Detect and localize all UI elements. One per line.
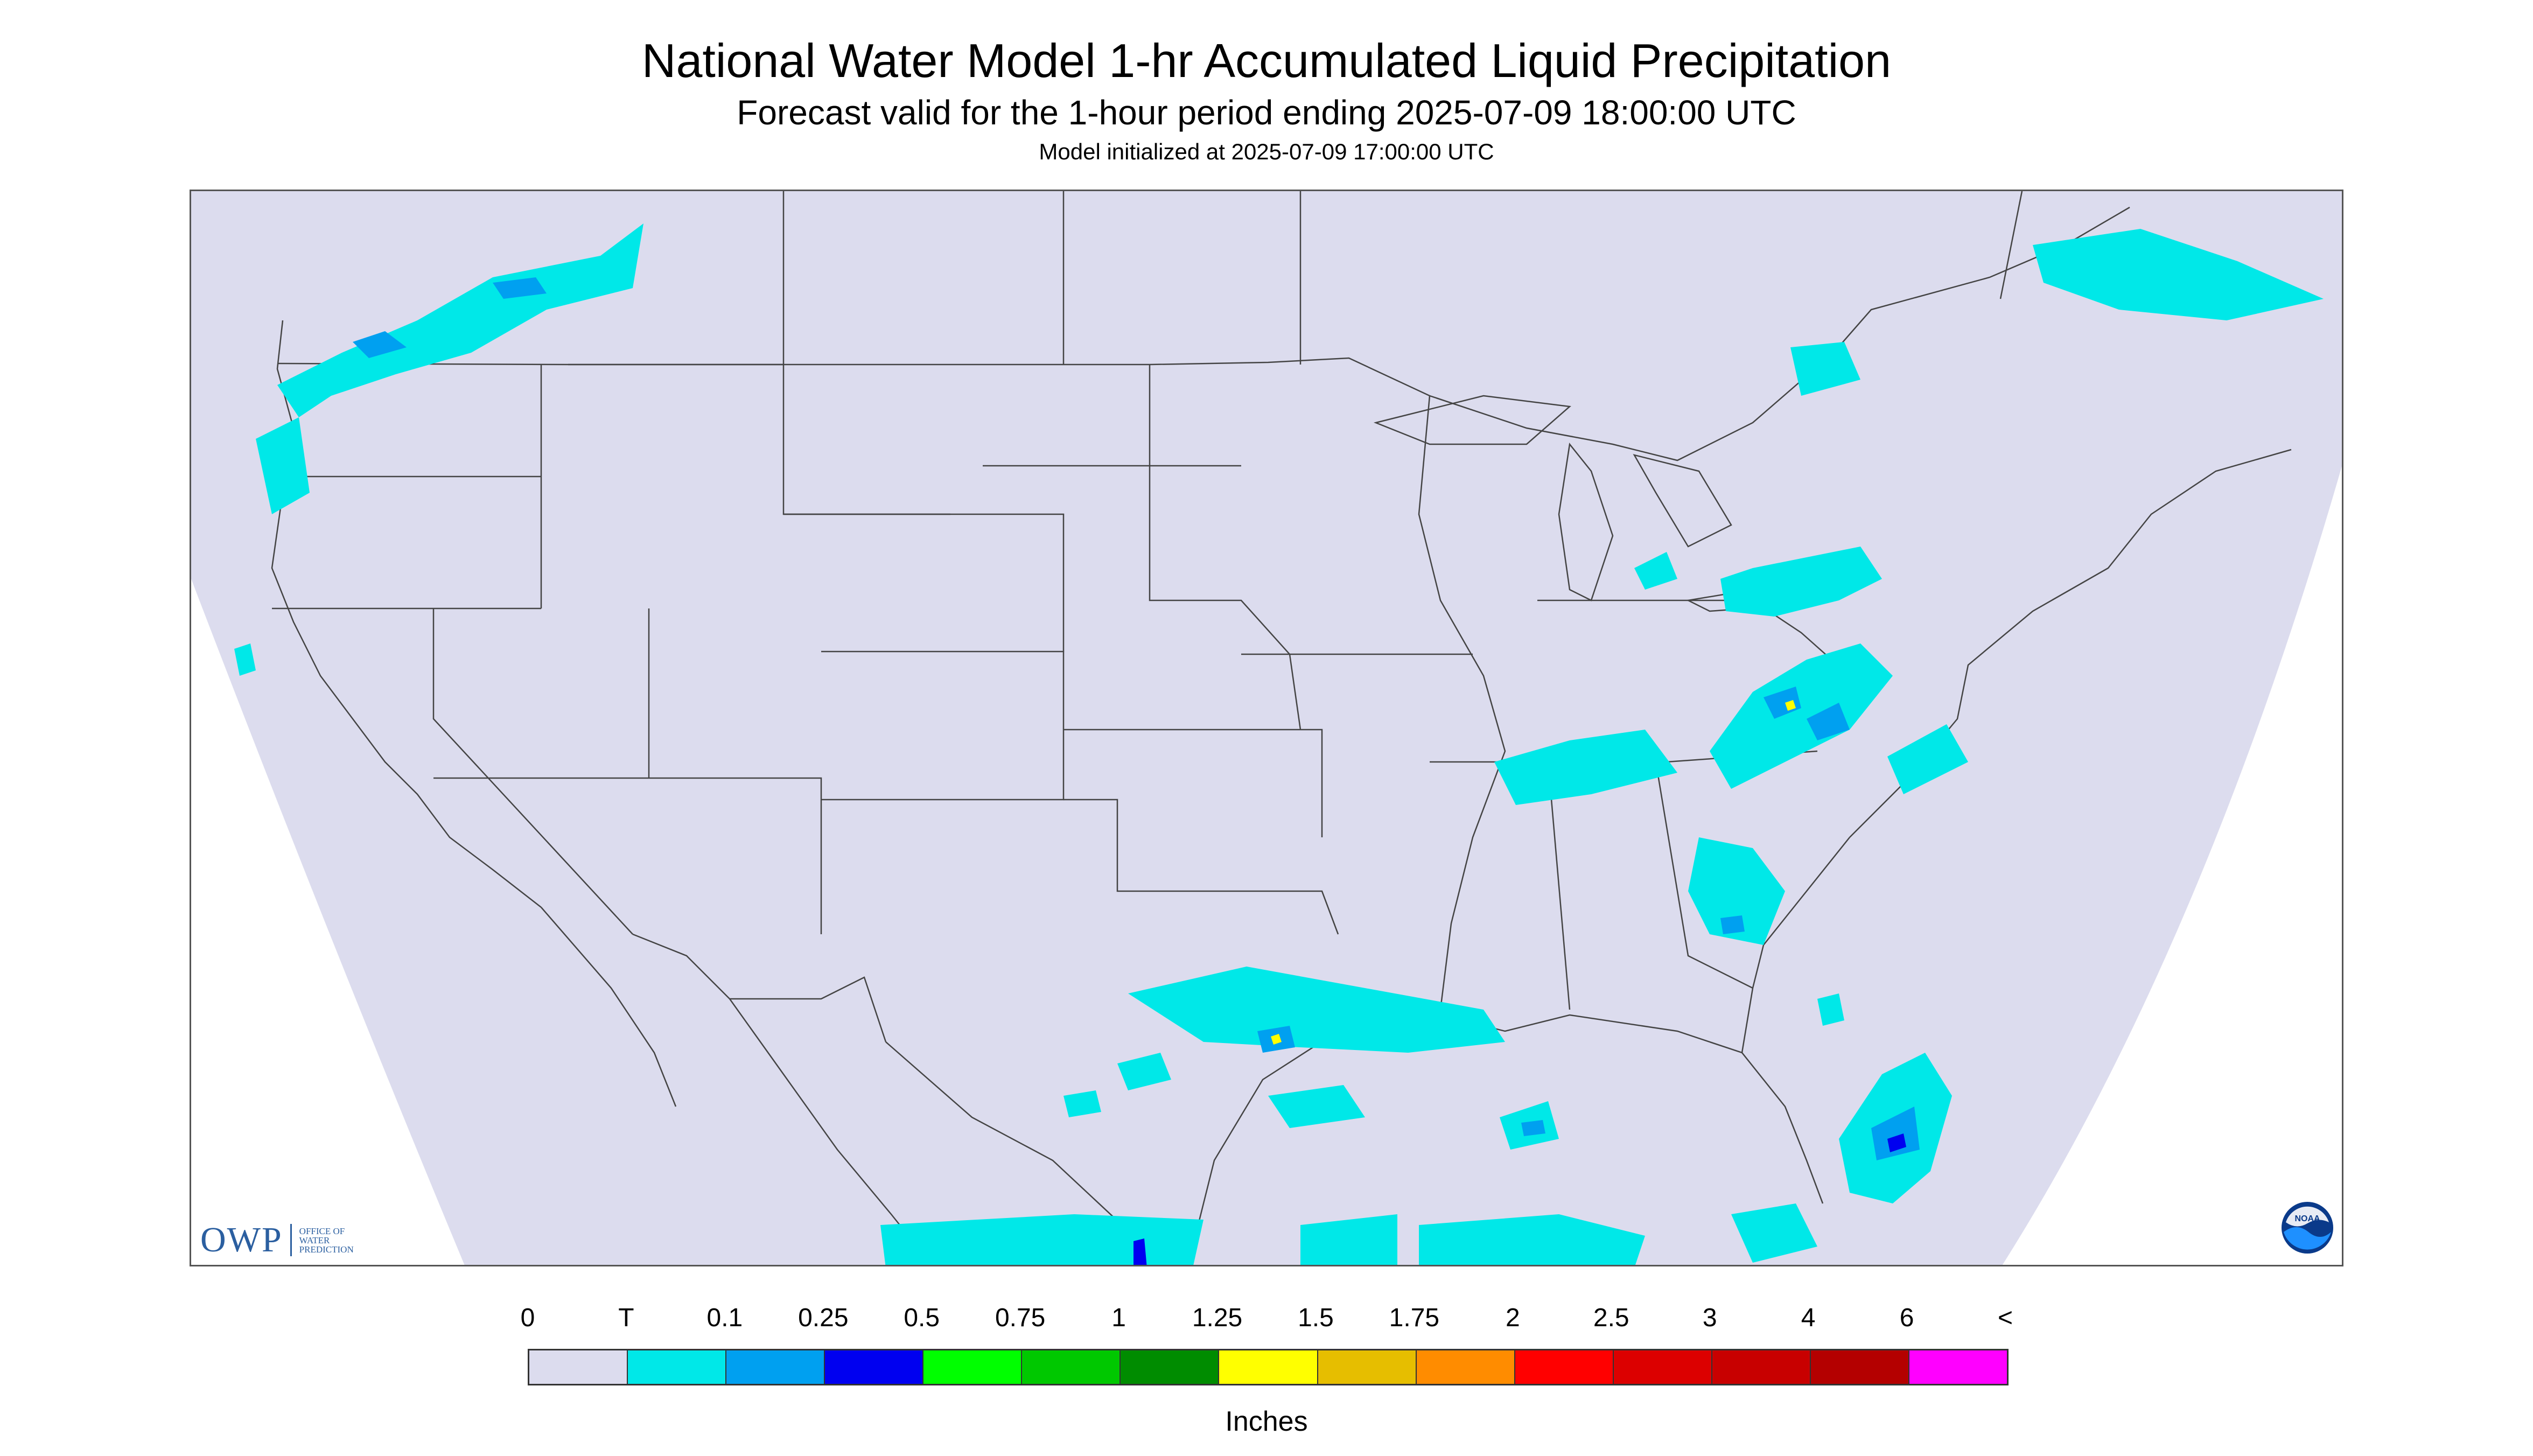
legend-tick-label: 3 [1702,1304,1717,1332]
precip-area [880,1214,1203,1265]
legend-tick-label: 1.25 [1192,1304,1243,1332]
precip-area [1785,700,1796,711]
ga-sc [1655,761,1753,989]
legend-tick-label: 0.75 [995,1304,1046,1332]
precip-area [1117,1053,1171,1090]
legend-swatch [825,1350,924,1384]
legend-tick-label: 0.5 [904,1304,940,1332]
legend-swatch [1810,1350,1909,1384]
precip-area [1133,1238,1147,1265]
precip-area [1300,1214,1397,1265]
precip-area [1790,342,1860,396]
ok-tx [1063,799,1339,935]
legend-tick-label: 1 [1111,1304,1126,1332]
gulf-coast-tx [1187,1009,1824,1265]
canada-provinces [782,191,2023,365]
precip-area [1521,1120,1545,1136]
model-domain [191,191,2342,1265]
lake-huron [1633,454,1732,548]
legend-units: Inches [1225,1406,1308,1437]
precip-area [1807,703,1850,740]
legend-tick-label: 2 [1505,1304,1520,1332]
ut-az [433,777,822,934]
precip-area [1710,643,1893,789]
owp-logo: OWP OFFICE OF WATER PREDICTION [200,1220,354,1261]
forecast-valid-subtitle: Forecast valid for the 1-hour period end… [737,93,1796,132]
legend-tick-label: 1.5 [1298,1304,1334,1332]
al-ga [1547,761,1571,1010]
legend-tick-label: 0.1 [706,1304,743,1332]
precip-area [1887,724,1968,794]
legend-tick-labels: 0 T 0.1 0.25 0.5 0.75 1 1.25 1.5 1.75 2 2.5 3 4 6 < [521,1303,2014,1335]
precip-area [1494,730,1677,805]
legend-swatch [726,1350,825,1384]
svg-text:NOAA: NOAA [2294,1214,2320,1223]
owp-line-3: PREDICTION [299,1244,354,1255]
owp-letters: OWP [200,1220,283,1259]
model-init-line: Model initialized at 2025-07-09 17:00:00… [1039,139,1494,164]
precip-area [1720,915,1745,934]
precip-area [2033,229,2324,320]
precip-area [1063,1090,1101,1117]
legend-tick-label: 4 [1801,1304,1816,1332]
precipitation-map [190,190,2343,1266]
legend-swatch [1909,1350,2007,1384]
precip-area [1268,1085,1365,1128]
precip-area [1887,1133,1906,1152]
precip-area [1764,687,1801,719]
legend-tick-label: 0.25 [798,1304,849,1332]
az-nm-mx [632,933,887,1042]
precip-area [493,277,547,299]
owp-logo-divider [290,1224,292,1256]
legend-tick-label: 6 [1899,1304,1914,1332]
baja [541,907,677,1107]
precip-area [1419,1214,1645,1265]
precip-area [277,223,643,417]
precip-area [234,643,256,676]
nv-ca [432,608,633,935]
precip-area [1271,1034,1282,1045]
legend-tick-label: 1.75 [1389,1304,1440,1332]
precip-area [1817,993,1844,1026]
legend-swatch [1613,1350,1712,1384]
precip-area [1731,1203,1817,1263]
legend-swatch [1121,1350,1220,1384]
legend-swatch [1515,1350,1614,1384]
owp-subtitle: OFFICE OF WATER PREDICTION [299,1227,354,1254]
legend-swatch [1219,1350,1318,1384]
precip-area [1871,1107,1920,1160]
legend-tick-label: T [618,1304,634,1332]
legend-swatch [1416,1350,1515,1384]
precip-area [1634,552,1677,590]
legend-swatch [529,1350,628,1384]
wy-sd [783,513,1065,652]
precip-area [353,331,407,358]
legend-swatch [1712,1350,1811,1384]
ks-ok [1063,729,1323,837]
map-title: National Water Model 1-hr Accumulated Li… [641,34,1892,87]
precipitation-overlay [234,223,2324,1265]
legend-swatch [1318,1350,1417,1384]
legend-swatch [923,1350,1023,1384]
legend-color-bar [528,1349,2009,1385]
precip-area [1128,967,1505,1053]
precip-area [1720,547,1882,617]
lake-michigan [1558,442,1614,601]
canada-border [277,206,2130,461]
owp-line-1: OFFICE OF [299,1226,345,1236]
legend-tick-label: 2.5 [1593,1304,1629,1332]
nd-sd-ne [1149,365,1302,730]
legend-swatch [1022,1350,1121,1384]
map-canvas [191,191,2342,1265]
precip-area [256,417,310,514]
co [821,650,1065,801]
legend-tick-label: 0 [520,1304,535,1332]
noaa-logo: NOAA [2282,1202,2333,1254]
owp-line-2: WATER [299,1235,330,1245]
legend-tick-label: < [1997,1304,2013,1332]
precip-area [1688,837,1785,945]
mississippi-river [1418,395,1506,1010]
lake-superior [1373,395,1571,445]
legend-swatch [628,1350,727,1384]
